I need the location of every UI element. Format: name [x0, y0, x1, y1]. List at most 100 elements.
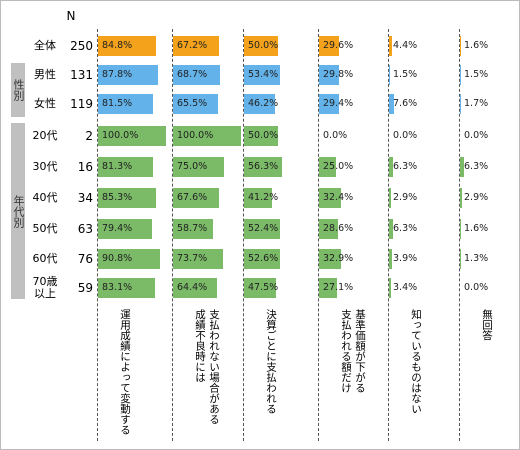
column-header: 支払われない場合がある 成績不良時には	[194, 309, 220, 425]
bar	[98, 126, 166, 146]
bar	[98, 188, 156, 208]
value-label: 64.4%	[177, 282, 208, 293]
value-label: 1.5%	[393, 69, 418, 80]
bar	[98, 278, 155, 298]
value-label: 87.8%	[102, 69, 133, 80]
n-value: 76	[77, 252, 93, 266]
bar	[389, 188, 391, 208]
value-label: 1.3%	[464, 253, 489, 264]
n-value: 34	[77, 191, 93, 205]
value-label: 50.0%	[248, 40, 279, 51]
value-label: 47.5%	[248, 282, 279, 293]
bar	[460, 249, 461, 269]
value-label: 65.5%	[177, 98, 208, 109]
n-value: 59	[77, 281, 93, 295]
value-label: 73.7%	[177, 253, 208, 264]
column-divider	[459, 29, 460, 441]
row-label: 男性	[34, 68, 56, 81]
bar	[460, 65, 462, 85]
bar	[319, 249, 342, 269]
group-label: 性別	[11, 63, 25, 117]
value-label: 28.6%	[323, 223, 354, 234]
value-label: 0.0%	[323, 130, 348, 141]
value-label: 29.6%	[323, 40, 354, 51]
column-divider	[243, 29, 244, 441]
column-divider	[97, 29, 98, 441]
row-label: 50代	[32, 222, 58, 235]
value-label: 50.0%	[248, 130, 279, 141]
row-label: 40代	[32, 191, 58, 204]
value-label: 1.5%	[464, 69, 489, 80]
value-label: 0.0%	[464, 130, 489, 141]
value-label: 7.6%	[393, 98, 418, 109]
bar	[98, 157, 154, 177]
value-label: 84.8%	[102, 40, 133, 51]
value-label: 1.6%	[464, 223, 489, 234]
value-label: 85.3%	[102, 192, 133, 203]
value-label: 3.4%	[393, 282, 418, 293]
bar	[389, 249, 392, 269]
value-label: 6.3%	[393, 223, 418, 234]
n-value: 250	[70, 39, 93, 53]
row-label: 女性	[34, 97, 56, 110]
bar	[244, 94, 276, 114]
column-header: 基準価額が下がる 支払われる額だけ	[340, 309, 366, 393]
value-label: 56.3%	[248, 161, 279, 172]
value-label: 46.2%	[248, 98, 279, 109]
column-header: 決算ごとに支払われる	[265, 309, 277, 414]
value-label: 75.0%	[177, 161, 208, 172]
bar	[244, 157, 283, 177]
bar	[173, 65, 220, 85]
bar	[319, 188, 342, 208]
bar	[244, 219, 280, 239]
value-label: 0.0%	[393, 130, 418, 141]
bar	[319, 65, 340, 85]
n-value: 119	[70, 97, 93, 111]
bar	[389, 278, 392, 298]
value-label: 2.9%	[464, 192, 489, 203]
bar	[460, 36, 462, 56]
bar	[98, 94, 154, 114]
bar	[460, 157, 465, 177]
value-label: 32.9%	[323, 253, 354, 264]
bar	[244, 278, 277, 298]
column-divider	[318, 29, 319, 441]
bar	[319, 36, 340, 56]
value-label: 4.4%	[393, 40, 418, 51]
value-label: 6.3%	[464, 161, 489, 172]
value-label: 27.1%	[323, 282, 354, 293]
column-header: 無回答	[481, 309, 493, 341]
row-label: 全体	[34, 39, 56, 52]
value-label: 1.6%	[464, 40, 489, 51]
column-divider	[388, 29, 389, 441]
bar	[460, 219, 462, 239]
bar	[389, 219, 394, 239]
n-header: N	[66, 9, 76, 23]
bar	[173, 249, 224, 269]
bar	[319, 94, 339, 114]
value-label: 81.3%	[102, 161, 133, 172]
bar	[389, 65, 391, 85]
bar	[98, 249, 160, 269]
bar	[98, 65, 158, 85]
bar	[319, 157, 336, 177]
bar	[319, 219, 339, 239]
column-header: 運用成績によって変動する	[119, 309, 131, 435]
row-label: 70歳以上	[32, 275, 58, 300]
bar	[98, 219, 152, 239]
value-label: 41.2%	[248, 192, 279, 203]
bar	[319, 278, 338, 298]
value-label: 1.7%	[464, 98, 489, 109]
value-label: 79.4%	[102, 223, 133, 234]
value-label: 58.7%	[177, 223, 208, 234]
value-label: 25.0%	[323, 161, 354, 172]
bar	[173, 126, 241, 146]
value-label: 67.6%	[177, 192, 208, 203]
n-value: 63	[77, 222, 93, 236]
bar	[389, 94, 395, 114]
value-label: 29.4%	[323, 98, 354, 109]
bar	[173, 188, 219, 208]
value-label: 29.8%	[323, 69, 354, 80]
bar	[173, 278, 217, 298]
